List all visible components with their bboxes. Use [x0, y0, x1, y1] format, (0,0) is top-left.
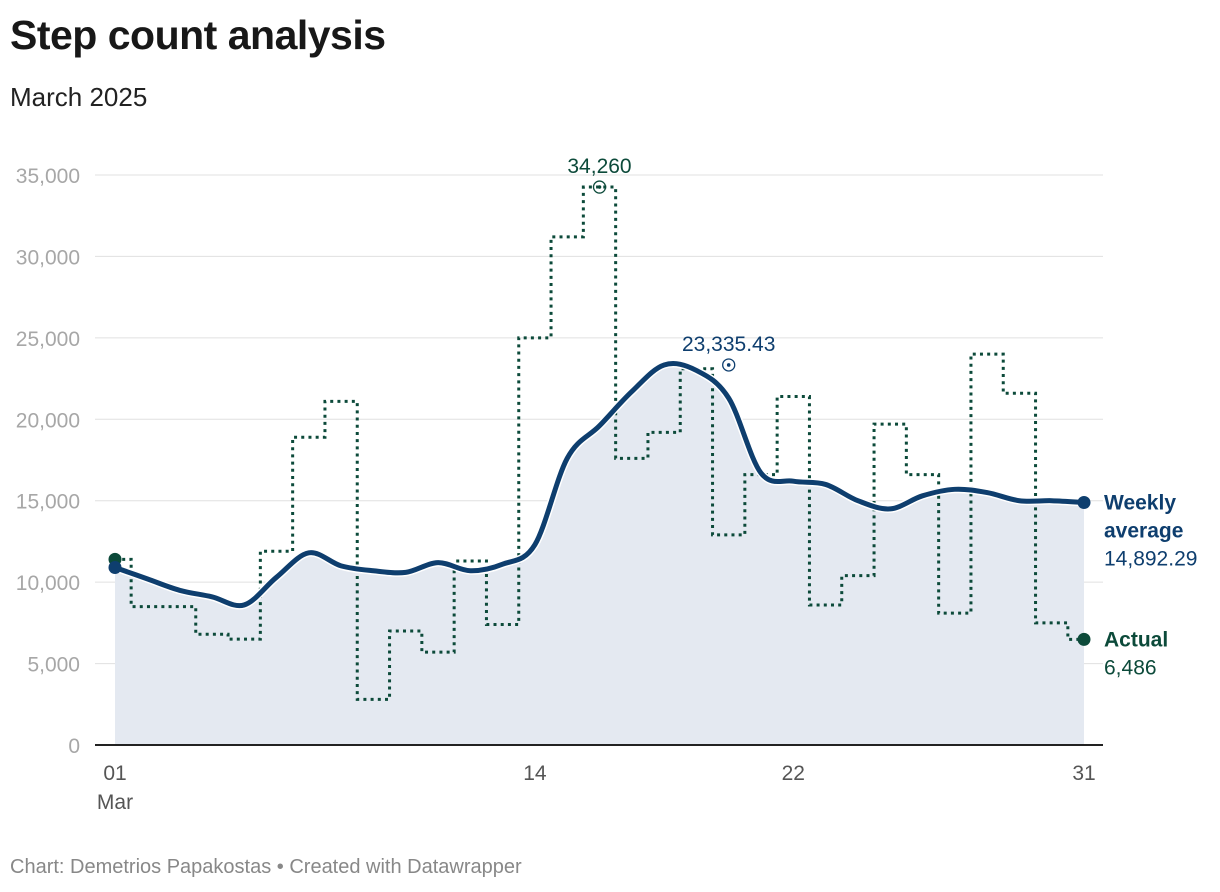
end-label-value: 14,892.29 — [1104, 547, 1197, 570]
end-label-value: 6,486 — [1104, 656, 1157, 679]
actual-series-layer — [115, 185, 1084, 701]
labels-layer: 34,260 23,335.43 Weekly average 14,892.29 Act… — [108, 155, 1197, 679]
average-line — [112, 361, 1087, 609]
chart-credit: Chart: Demetrios Papakostas • Created wi… — [10, 856, 522, 878]
x-tick-sublabel: Mar — [97, 791, 133, 814]
average-end-dot — [1077, 495, 1091, 509]
chart-subtitle: March 2025 — [10, 82, 148, 112]
annotation-label: 23,335.43 — [682, 333, 775, 356]
y-tick-label: 35,000 — [16, 165, 80, 188]
y-tick-label: 0 — [68, 735, 80, 758]
end-label-name: Actual — [1104, 628, 1168, 651]
step-count-chart: 0 5,000 10,000 15,000 20,000 25,000 30,000 35,0… — [16, 155, 1198, 814]
average-start-dot — [108, 560, 122, 574]
x-tick-label: 31 — [1072, 762, 1095, 785]
y-tick-label: 20,000 — [16, 409, 80, 432]
x-axis: 01 14 22 31 Mar — [95, 744, 1103, 814]
y-tick-label: 25,000 — [16, 328, 80, 351]
y-tick-label: 5,000 — [27, 654, 80, 677]
average-series-layer — [111, 359, 1088, 610]
actual-step-line — [115, 185, 1084, 701]
y-tick-label: 10,000 — [16, 572, 80, 595]
y-tick-label: 15,000 — [16, 491, 80, 514]
y-tick-label: 30,000 — [16, 246, 80, 269]
annotation-marker — [722, 358, 736, 372]
annotation-marker-core — [726, 363, 731, 367]
actual-end-dot — [1077, 632, 1091, 646]
annotation-marker — [592, 180, 607, 194]
chart-title: Step count analysis — [10, 12, 386, 58]
end-label-name: average — [1104, 519, 1183, 542]
end-label-name: Weekly — [1104, 491, 1176, 514]
x-tick-label: 01 — [103, 762, 126, 785]
x-tick-label: 22 — [782, 762, 805, 785]
annotation-label: 34,260 — [567, 155, 631, 178]
x-tick-label: 14 — [523, 762, 547, 785]
annotation-marker-core — [597, 185, 602, 189]
